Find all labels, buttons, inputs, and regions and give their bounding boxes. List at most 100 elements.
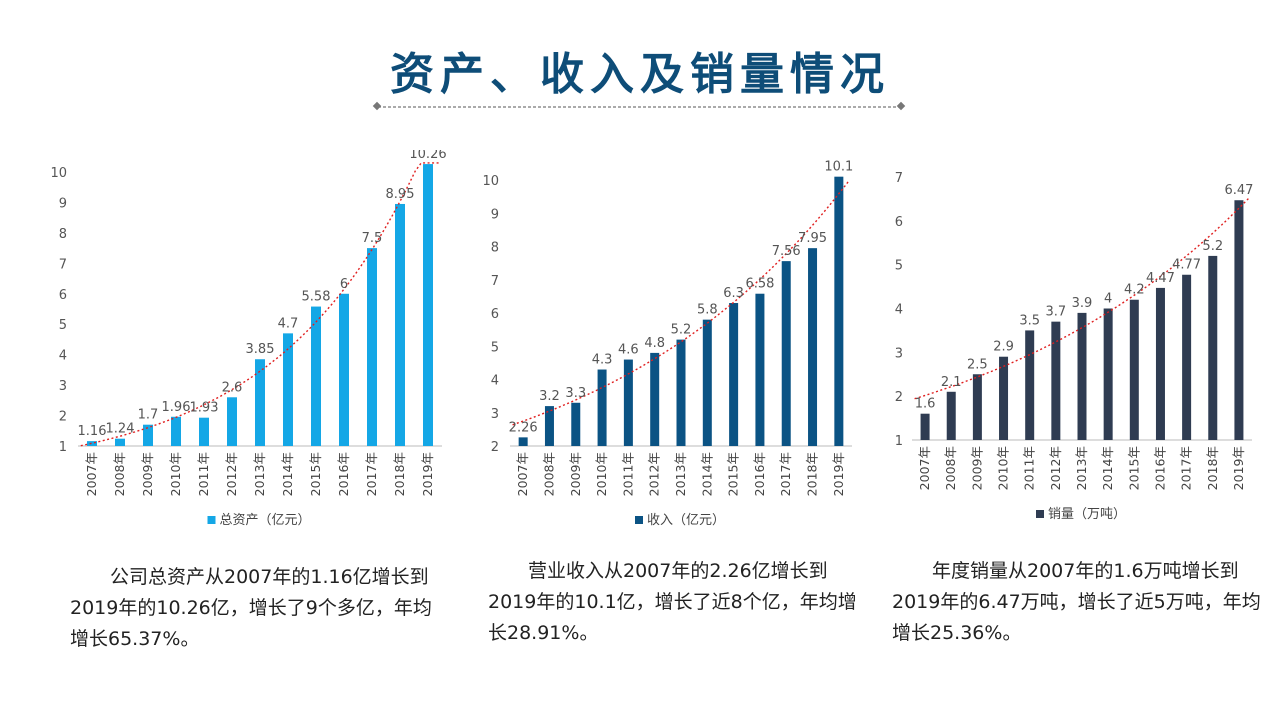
sales-category-label: 2017年 — [1179, 446, 1194, 490]
assets-description-line1: 公司总资产从2007年的1.16亿增长到 — [110, 566, 429, 588]
assets-category-label: 2017年 — [364, 452, 379, 496]
revenue-category-label: 2018年 — [805, 452, 820, 496]
revenue-data-label: 10.1 — [824, 160, 853, 175]
revenue-category-label: 2012年 — [647, 452, 662, 496]
assets-bar — [283, 333, 293, 446]
assets-bar — [171, 416, 181, 446]
revenue-bar — [650, 352, 660, 446]
sales-ytick-label: 2 — [895, 390, 903, 405]
revenue-data-label: 4.3 — [592, 353, 613, 368]
revenue-data-label: 2.26 — [509, 420, 538, 435]
revenue-bar — [597, 369, 607, 446]
sales-data-label: 3.9 — [1072, 296, 1093, 311]
assets-ytick-label: 8 — [59, 227, 67, 242]
revenue-data-label: 3.3 — [565, 386, 586, 401]
revenue-bar — [755, 293, 765, 446]
assets-category-label: 2015年 — [308, 452, 323, 496]
revenue-ytick-label: 5 — [491, 340, 499, 355]
revenue-ytick-label: 9 — [491, 207, 499, 222]
revenue-category-label: 2014年 — [699, 452, 714, 496]
title-divider — [372, 101, 906, 111]
sales-ytick-label: 5 — [895, 259, 903, 274]
sales-bar — [1077, 312, 1087, 440]
revenue-description: 营业收入从2007年的2.26亿增长到 2019年的10.1亿，增长了近8个亿，… — [488, 556, 878, 649]
assets-description-line3: 增长65.37%。 — [70, 628, 200, 650]
revenue-description-line2: 2019年的10.1亿，增长了近8个亿，年均增 — [488, 591, 857, 613]
sales-category-label: 2019年 — [1231, 446, 1246, 490]
assets-bar — [227, 397, 237, 446]
revenue-bar — [623, 359, 633, 446]
assets-bar — [115, 438, 125, 446]
sales-legend-swatch — [1036, 510, 1044, 518]
assets-category-label: 2011年 — [196, 452, 211, 496]
revenue-category-label: 2013年 — [673, 452, 688, 496]
revenue-category-label: 2019年 — [831, 452, 846, 496]
assets-data-label: 1.24 — [106, 422, 135, 437]
assets-ytick-label: 1 — [59, 440, 67, 455]
revenue-category-label: 2009年 — [568, 452, 583, 496]
revenue-bar — [571, 402, 581, 446]
sales-ytick-label: 7 — [895, 171, 903, 186]
revenue-data-label: 5.8 — [697, 303, 718, 318]
revenue-data-label: 6.58 — [745, 277, 774, 292]
assets-category-label: 2012年 — [224, 452, 239, 496]
assets-data-label: 4.7 — [278, 316, 299, 331]
revenue-ytick-label: 7 — [491, 274, 499, 289]
sales-data-label: 4.77 — [1172, 258, 1201, 273]
sales-description-line1: 年度销量从2007年的1.6万吨增长到 — [932, 560, 1239, 582]
assets-legend-label: 总资产（亿元） — [220, 513, 311, 528]
revenue-bar — [729, 303, 739, 446]
revenue-bar — [702, 319, 712, 446]
assets-bar — [199, 417, 209, 446]
revenue-description-line1: 营业收入从2007年的2.26亿增长到 — [528, 560, 828, 582]
sales-data-label: 2.9 — [993, 340, 1014, 355]
revenue-data-label: 4.8 — [644, 336, 665, 351]
revenue-bar — [808, 248, 818, 446]
revenue-data-label: 3.2 — [539, 389, 560, 404]
sales-bar — [1129, 299, 1139, 440]
assets-category-label: 2014年 — [280, 452, 295, 496]
assets-data-label: 1.7 — [138, 408, 159, 423]
sales-bar — [946, 391, 956, 440]
assets-ytick-label: 2 — [59, 410, 67, 425]
assets-data-label: 8.95 — [386, 187, 415, 202]
assets-data-label: 3.85 — [246, 342, 275, 357]
revenue-ytick-label: 6 — [491, 307, 499, 322]
sales-ytick-label: 3 — [895, 346, 903, 361]
revenue-bar — [544, 406, 554, 446]
sales-data-label: 4.2 — [1124, 283, 1145, 298]
revenue-ytick-label: 8 — [491, 241, 499, 256]
revenue-ytick-label: 3 — [491, 407, 499, 422]
sales-ytick-label: 1 — [895, 434, 903, 449]
sales-category-label: 2008年 — [943, 446, 958, 490]
sales-category-label: 2007年 — [917, 446, 932, 490]
sales-data-label: 5.2 — [1202, 239, 1223, 254]
sales-category-label: 2013年 — [1074, 446, 1089, 490]
assets-description-line2: 2019年的10.26亿，增长了9个多亿，年均 — [70, 597, 432, 619]
revenue-bar — [781, 261, 791, 446]
assets-bar — [255, 359, 265, 446]
sales-data-label: 2.5 — [967, 357, 988, 372]
sales-category-label: 2010年 — [996, 446, 1011, 490]
assets-data-label: 2.6 — [222, 380, 243, 395]
sales-ytick-label: 4 — [895, 303, 903, 318]
assets-data-label: 10.26 — [409, 150, 446, 162]
sales-bar — [920, 413, 930, 440]
sales-bar — [972, 374, 982, 440]
assets-category-label: 2013年 — [252, 452, 267, 496]
revenue-bar — [676, 339, 686, 446]
revenue-category-label: 2008年 — [541, 452, 556, 496]
sales-data-label: 4.47 — [1146, 271, 1175, 286]
assets-category-label: 2019年 — [420, 452, 435, 496]
assets-data-label: 7.5 — [362, 231, 383, 246]
sales-data-label: 6.47 — [1224, 183, 1253, 198]
assets-ytick-label: 6 — [59, 288, 67, 303]
sales-category-label: 2016年 — [1152, 446, 1167, 490]
revenue-legend-swatch — [635, 516, 643, 524]
sales-category-label: 2009年 — [969, 446, 984, 490]
revenue-bar — [834, 176, 844, 447]
revenue-data-label: 7.56 — [772, 244, 801, 259]
revenue-category-label: 2017年 — [778, 452, 793, 496]
assets-bar — [143, 424, 153, 446]
revenue-ytick-label: 4 — [491, 374, 499, 389]
